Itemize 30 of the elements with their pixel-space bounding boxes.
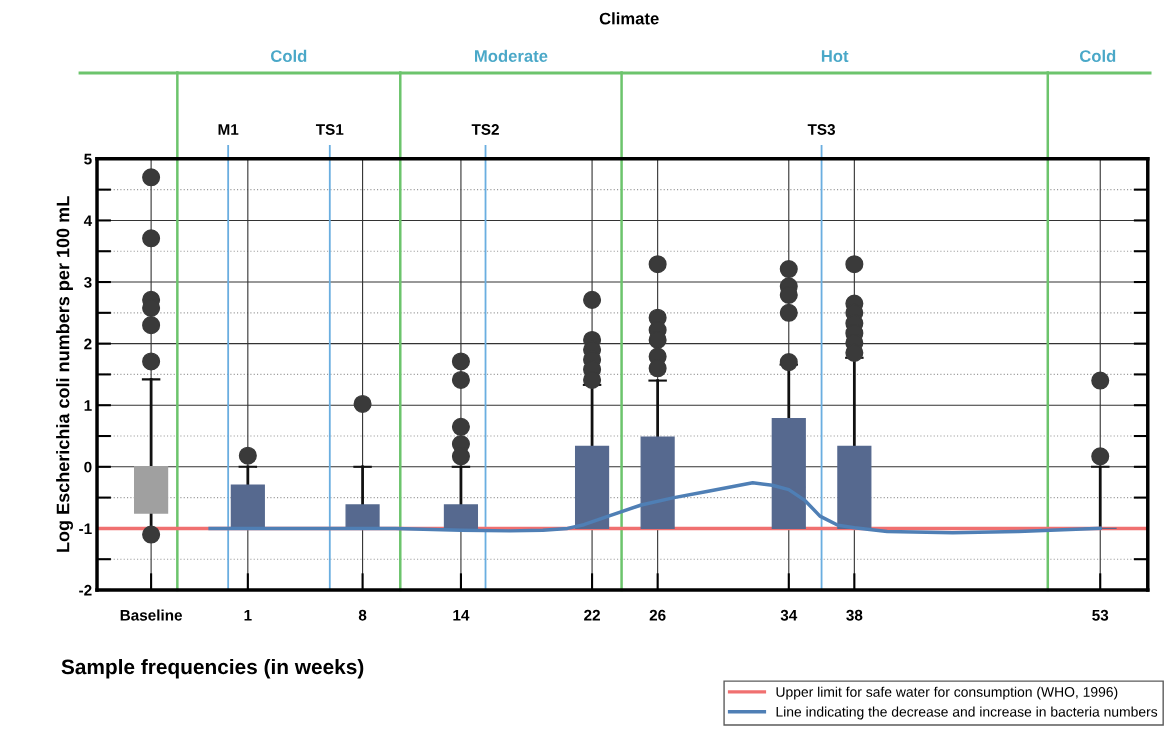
- x-tick-label: 38: [846, 609, 863, 621]
- x-tick-label: 8: [358, 609, 367, 621]
- ref-line-label: TS2: [471, 124, 499, 135]
- y-tick-label: -2: [79, 584, 92, 596]
- ref-line-label: TS1: [315, 124, 344, 135]
- text: Cold: [1079, 49, 1116, 62]
- x-tick-label: 26: [649, 609, 666, 621]
- y-tick-label: 1: [84, 400, 92, 411]
- y-tick-label: 0: [84, 461, 92, 473]
- y-tick-label: 4: [83, 215, 93, 226]
- y-tick-label: 5: [84, 153, 92, 165]
- text: Cold: [270, 49, 307, 62]
- ref-line-label: TS3: [807, 124, 836, 135]
- text: Hot: [821, 50, 849, 62]
- text: Climate: [599, 12, 659, 25]
- legend-label: Line indicating the decrease and increase in bacteria numbers: [776, 706, 1158, 720]
- x-tick-label: 22: [584, 609, 600, 621]
- y-tick-label: 2: [84, 338, 92, 350]
- x-tick-label: 14: [453, 610, 470, 621]
- legend-label: Upper limit for safe water for consumption (WHO, 1996): [776, 686, 1118, 700]
- x-tick-label: 34: [780, 609, 798, 621]
- x-tick-label: 53: [1092, 609, 1109, 621]
- x-tick-label: 1: [244, 610, 252, 621]
- x-axis-title: Sample frequencies (in weeks): [61, 658, 364, 679]
- text: Moderate: [475, 49, 548, 62]
- ref-line-label: M1: [218, 124, 239, 135]
- y-axis-title: Log Escherichia coli numbers per 100 mL: [56, 196, 74, 552]
- x-tick-label: Baseline: [120, 609, 183, 621]
- y-tick-label: 3: [84, 276, 92, 288]
- y-tick-label: -1: [79, 523, 92, 534]
